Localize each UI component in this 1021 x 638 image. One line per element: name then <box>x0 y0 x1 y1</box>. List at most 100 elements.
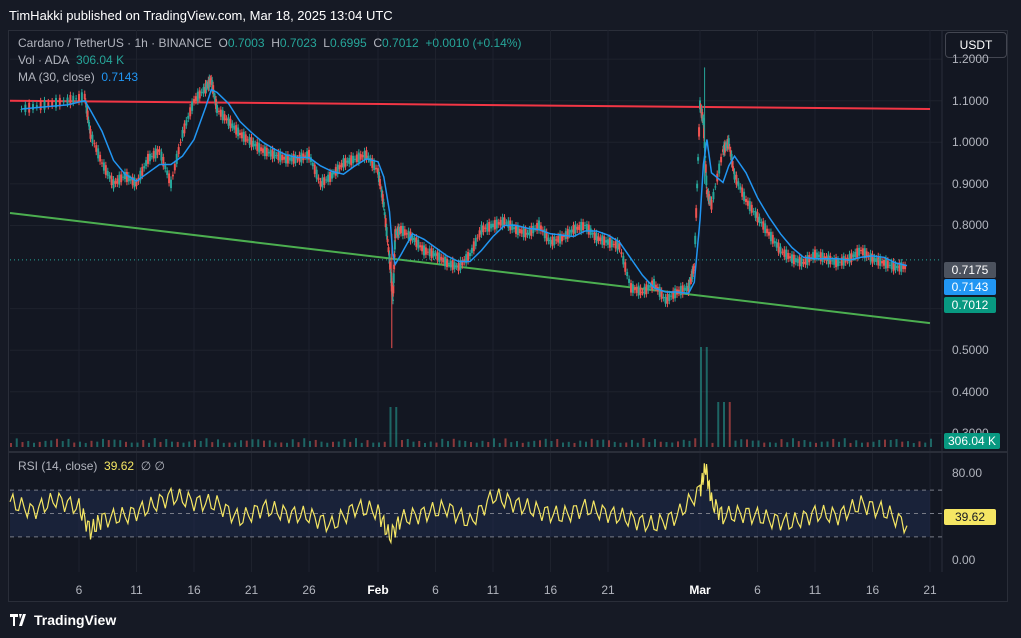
volume-bar <box>171 441 173 447</box>
volume-bar <box>608 440 610 447</box>
open-label: O <box>218 36 228 50</box>
candle-body <box>237 127 240 137</box>
candle-body <box>685 285 688 292</box>
volume-bar <box>372 442 375 447</box>
candle-body <box>80 92 83 103</box>
volume-bar <box>383 441 386 447</box>
candle-body <box>892 261 895 272</box>
ma-label[interactable]: MA (30, close) <box>18 70 95 84</box>
candle-body <box>704 164 707 173</box>
candle-body <box>900 262 903 272</box>
candle-body <box>285 154 287 164</box>
candle-body <box>745 199 747 202</box>
candle-body <box>697 157 700 161</box>
candle-body <box>482 225 485 233</box>
volume-bar <box>15 438 18 447</box>
candle-body <box>242 131 245 142</box>
candle-body <box>308 149 310 160</box>
volume-bar <box>504 438 507 447</box>
candle-body <box>674 288 677 299</box>
candle-body <box>428 248 431 257</box>
candle-body <box>375 167 378 170</box>
candle-body <box>848 254 851 264</box>
candle-body <box>568 229 571 235</box>
candle-body <box>194 96 197 102</box>
candle-body <box>769 231 772 242</box>
candle-body <box>812 252 815 260</box>
volume-bar <box>751 440 754 447</box>
candle-body <box>499 219 502 226</box>
tradingview-footer[interactable]: TradingView <box>10 612 116 629</box>
candle-body <box>344 158 347 167</box>
candle-body <box>545 231 548 242</box>
candle-body <box>311 162 314 167</box>
candle-body <box>334 167 337 176</box>
candle-body <box>317 177 320 181</box>
rsi-value: 39.62 <box>104 459 135 473</box>
candle-body <box>20 109 23 111</box>
rsi-label[interactable]: RSI (14, close) <box>18 459 98 473</box>
close-price-tag: 0.7012 <box>944 297 996 313</box>
candle-body <box>168 173 171 184</box>
candle-body <box>760 221 763 224</box>
candle-body <box>879 257 882 266</box>
candle-body <box>235 125 238 135</box>
candle-body <box>424 247 427 255</box>
candle-body <box>639 287 642 295</box>
volume-bar <box>274 442 277 447</box>
candle-body <box>689 280 692 282</box>
volume-bar <box>556 439 559 447</box>
volume-bar <box>332 441 334 447</box>
candle-body <box>771 234 774 244</box>
candle-body <box>591 233 594 235</box>
candle-body <box>865 251 868 258</box>
candle-body <box>283 156 286 160</box>
candle-body <box>597 236 600 241</box>
candle-body <box>225 118 228 121</box>
candle-body <box>852 254 855 258</box>
volume-bar <box>901 441 904 447</box>
candle-body <box>730 153 733 164</box>
volume-bar <box>228 442 231 447</box>
candle-body <box>389 261 392 270</box>
candle-body <box>683 287 686 291</box>
volume-bar <box>447 441 449 447</box>
volume-label[interactable]: Vol · ADA <box>18 53 70 67</box>
candle-body <box>752 211 755 213</box>
candle-body <box>286 154 289 164</box>
rsi-line <box>9 463 908 545</box>
candle-body <box>447 262 450 265</box>
candle-body <box>495 219 498 229</box>
symbol-name[interactable]: Cardano / TetherUS · 1h · BINANCE <box>18 36 212 50</box>
volume-bar <box>360 442 363 447</box>
volume-bar <box>843 438 846 447</box>
publish-bar: TimHakki published on TradingView.com, M… <box>0 0 1021 30</box>
time-axis-label: 16 <box>187 583 201 597</box>
candle-body <box>252 140 255 147</box>
candle-body <box>553 236 556 245</box>
candle-body <box>355 154 358 162</box>
candle-body <box>582 222 585 231</box>
candle-body <box>164 165 167 170</box>
candle-body <box>122 176 125 178</box>
candle-body <box>93 143 96 145</box>
candle-body <box>66 97 69 104</box>
candle-body <box>555 239 558 241</box>
candle-body <box>513 227 516 230</box>
volume-bar <box>470 442 472 447</box>
candle-body <box>817 254 820 258</box>
candle-body <box>215 99 218 110</box>
candle-body <box>269 150 272 157</box>
volume-bar <box>412 441 415 447</box>
candle-body <box>628 278 631 283</box>
candle-body <box>486 223 489 232</box>
currency-button[interactable]: USDT <box>945 32 1007 58</box>
volume-bar <box>107 440 110 447</box>
candle-body <box>453 262 456 270</box>
candle-body <box>735 174 738 185</box>
candle-body <box>198 90 201 99</box>
candle-body <box>762 221 765 230</box>
candle-body <box>256 142 259 151</box>
volume-bar <box>194 439 196 447</box>
